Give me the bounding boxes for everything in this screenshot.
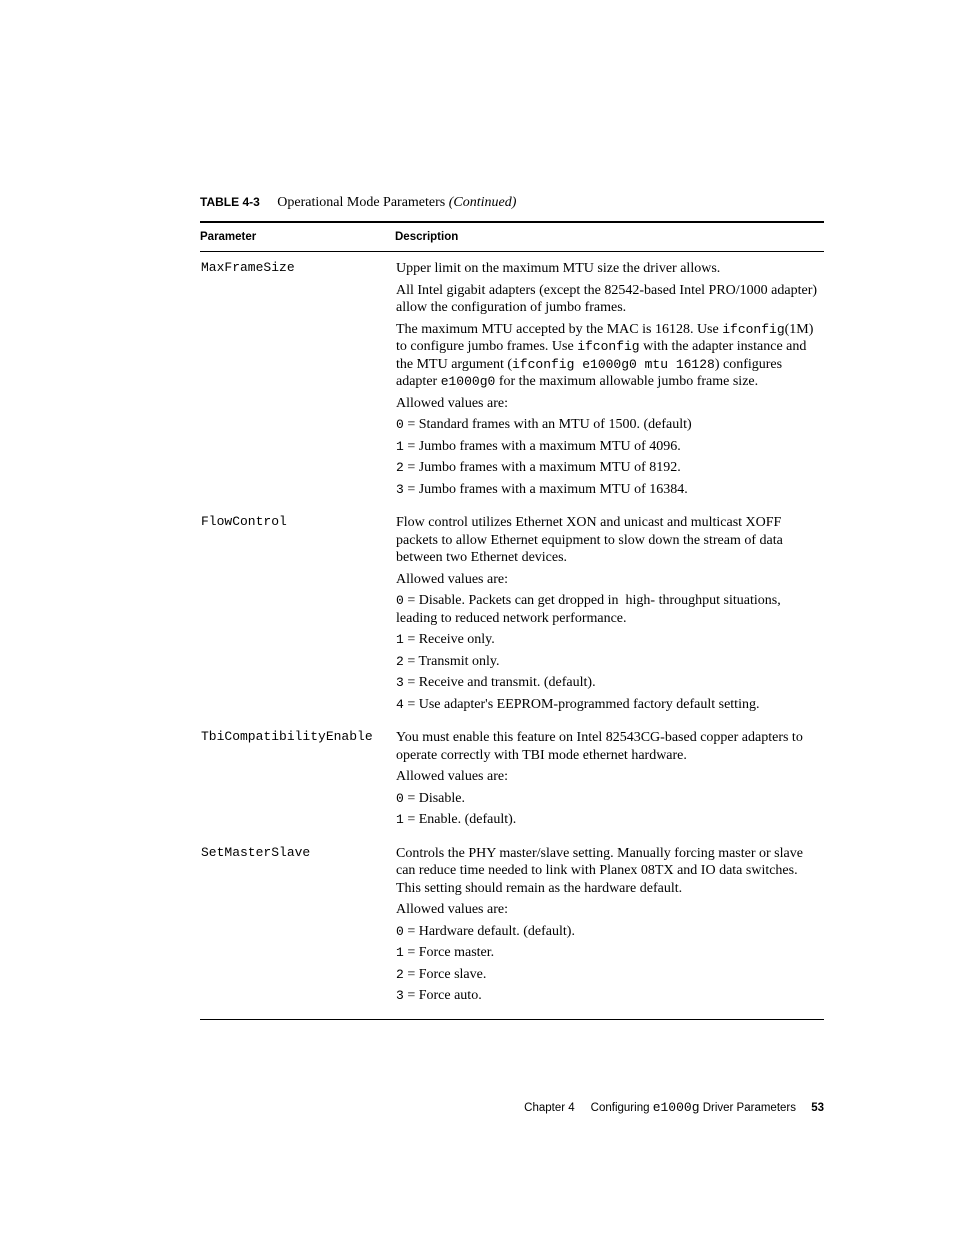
footer-title-mono: e1000g bbox=[653, 1100, 700, 1115]
desc-line: Controls the PHY master/slave setting. M… bbox=[396, 845, 823, 898]
desc-line: 0 = Hardware default. (default). bbox=[396, 923, 823, 941]
desc-line: Allowed values are: bbox=[396, 768, 823, 786]
param-name: TbiCompatibilityEnable bbox=[200, 721, 395, 837]
desc-line: 1 = Jumbo frames with a maximum MTU of 4… bbox=[396, 438, 823, 456]
header-description: Description bbox=[395, 223, 824, 251]
desc-line: 0 = Standard frames with an MTU of 1500.… bbox=[396, 416, 823, 434]
desc-line: 1 = Enable. (default). bbox=[396, 811, 823, 829]
desc-line: You must enable this feature on Intel 82… bbox=[396, 729, 823, 764]
desc-line: All Intel gigabit adapters (except the 8… bbox=[396, 282, 823, 317]
desc-line: 4 = Use adapter's EEPROM-programmed fact… bbox=[396, 696, 823, 714]
table-bottom-rule bbox=[200, 1019, 824, 1020]
param-description: Controls the PHY master/slave setting. M… bbox=[395, 837, 824, 1013]
param-description: You must enable this feature on Intel 82… bbox=[395, 721, 824, 837]
page-footer: Chapter 4 Configuring e1000g Driver Para… bbox=[0, 1100, 954, 1115]
desc-line: 1 = Receive only. bbox=[396, 631, 823, 649]
param-description: Upper limit on the maximum MTU size the … bbox=[395, 252, 824, 506]
desc-line: Upper limit on the maximum MTU size the … bbox=[396, 260, 823, 278]
table-row: FlowControl Flow control utilizes Ethern… bbox=[200, 506, 824, 721]
footer-title-b: Driver Parameters bbox=[700, 1102, 797, 1114]
table-continued: (Continued) bbox=[449, 195, 517, 210]
desc-line: Allowed values are: bbox=[396, 901, 823, 919]
desc-line: 0 = Disable. bbox=[396, 790, 823, 808]
desc-line: 2 = Force slave. bbox=[396, 966, 823, 984]
desc-line: 3 = Receive and transmit. (default). bbox=[396, 674, 823, 692]
table-title: Operational Mode Parameters bbox=[277, 195, 445, 210]
table-caption: TABLE 4-3 Operational Mode Parameters (C… bbox=[200, 195, 824, 211]
table-header-row: Parameter Description bbox=[200, 223, 824, 251]
param-name: MaxFrameSize bbox=[200, 252, 395, 506]
desc-line: 1 = Force master. bbox=[396, 944, 823, 962]
desc-line: 0 = Disable. Packets can get dropped in … bbox=[396, 592, 823, 627]
param-name: FlowControl bbox=[200, 506, 395, 721]
table-row: MaxFrameSize Upper limit on the maximum … bbox=[200, 252, 824, 506]
table-row: TbiCompatibilityEnable You must enable t… bbox=[200, 721, 824, 837]
desc-line: The maximum MTU accepted by the MAC is 1… bbox=[396, 321, 823, 391]
desc-line: Allowed values are: bbox=[396, 395, 823, 413]
param-name: SetMasterSlave bbox=[200, 837, 395, 1013]
desc-line: 3 = Jumbo frames with a maximum MTU of 1… bbox=[396, 481, 823, 499]
table-row: SetMasterSlave Controls the PHY master/s… bbox=[200, 837, 824, 1013]
desc-line: Flow control utilizes Ethernet XON and u… bbox=[396, 514, 823, 567]
footer-title-a: Configuring bbox=[591, 1102, 653, 1114]
page-container: TABLE 4-3 Operational Mode Parameters (C… bbox=[0, 0, 954, 1100]
footer-chapter: Chapter 4 bbox=[524, 1102, 575, 1114]
desc-line: 3 = Force auto. bbox=[396, 987, 823, 1005]
parameters-table: Parameter Description MaxFrameSize Upper… bbox=[200, 223, 824, 1020]
desc-line: 2 = Jumbo frames with a maximum MTU of 8… bbox=[396, 459, 823, 477]
header-parameter: Parameter bbox=[200, 223, 395, 251]
table-label: TABLE 4-3 bbox=[200, 195, 260, 209]
desc-line: 2 = Transmit only. bbox=[396, 653, 823, 671]
param-description: Flow control utilizes Ethernet XON and u… bbox=[395, 506, 824, 721]
page-number: 53 bbox=[811, 1102, 824, 1114]
desc-line: Allowed values are: bbox=[396, 571, 823, 589]
